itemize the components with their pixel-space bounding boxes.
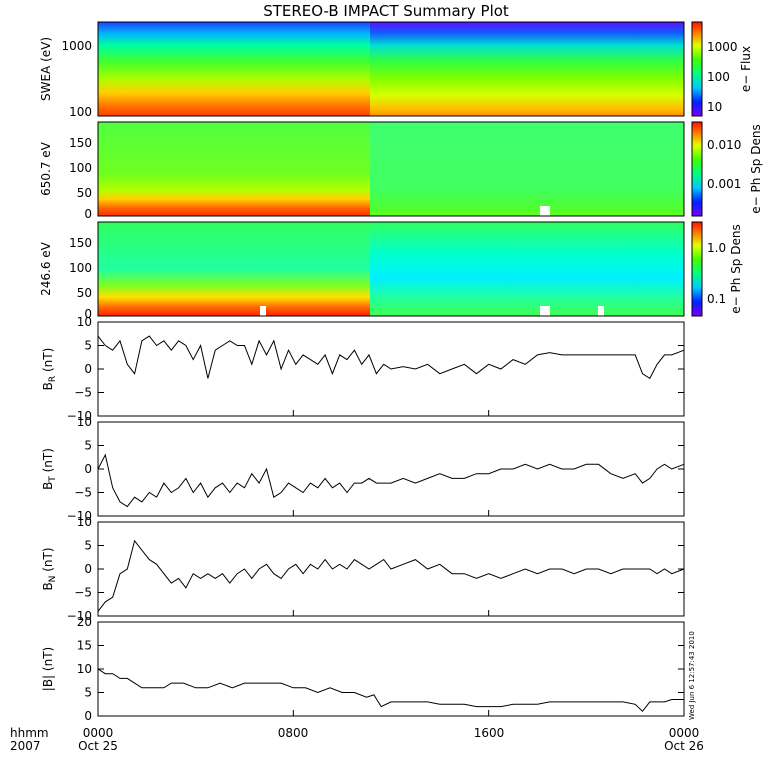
bn-ytick-label: 10 [77,515,92,529]
pad650-ytick-100: 100 [69,161,92,175]
bn-panel: 10 5 0 −5 −10 BN (nT) [41,515,685,623]
bt-ytick-label: 10 [77,415,92,429]
timestamp-stamp: Wed Jun 6 12:57:43 2010 [688,631,696,720]
pad246-ytick-150: 150 [69,236,92,250]
line-panels: 10 5 0 −5 −10 BR (nT) 10 5 0 −5 −10 BT (nT) 10 5 0 −5 −1… [41,315,685,723]
time-tick-2: 1600 [474,726,505,740]
bn-ytick-label: 0 [84,562,92,576]
pad650-cbar-label: e− Ph Sp Dens [749,124,763,213]
bt-frame [97,421,685,517]
swea-ytick-1000: 1000 [61,39,92,53]
swea-heatmap-right [370,22,684,116]
swea-colorbar [691,21,703,117]
time-tick-1: 0800 [278,726,309,740]
pad246-ytick-50: 50 [77,286,92,300]
swea-frame [97,21,685,117]
pad650-ylabel: 650.7 eV [39,141,53,196]
time-row-label: hhmm [10,726,49,740]
pad246-frame [97,221,685,317]
bt-ylabel: BT (nT) [41,448,58,490]
bmag-ytick-label: 0 [84,709,92,723]
date-tick-3: Oct 26 [664,739,704,753]
pad246-panel: 246.6 eV 150 100 50 0 1.0 0.1 e− Ph Sp D… [39,221,743,321]
pad650-gap [540,206,550,216]
pad650-heatmap-left [98,122,370,216]
pad650-frame [97,121,685,217]
bt-ytick-label: −10 [67,509,92,523]
bt-series-line [97,453,685,508]
swea-ylabel: SWEA (eV) [39,37,53,101]
br-ytick-label: −10 [67,409,92,423]
br-ytick-label: 5 [84,339,92,353]
pad650-ytick-150: 150 [69,136,92,150]
bmag-panel: 20 15 10 5 0 |B| (nT) [41,615,685,723]
bn-series-line [97,539,685,612]
bmag-ytick-label: 5 [84,686,92,700]
pad650-ytick-50: 50 [77,186,92,200]
time-tick-0: 0000 [83,726,114,740]
pad650-ytick-0: 0 [84,207,92,221]
pad246-ylabel: 246.6 eV [39,241,53,296]
bmag-series-line [97,668,684,713]
year-row-label: 2007 [10,739,41,753]
pad246-cbar-tick-01: 0.1 [707,292,726,306]
pad246-colorbar [691,221,703,317]
bmag-ylabel: |B| (nT) [41,647,55,691]
br-ytick-label: 0 [84,362,92,376]
date-tick-0: Oct 25 [78,739,118,753]
pad650-cbar-tick-0001: 0.001 [707,177,741,191]
pad246-ytick-100: 100 [69,261,92,275]
bn-ylabel: BN (nT) [41,547,58,590]
time-axis-labels: hhmm 2007 0000 Oct 25 0800 1600 0000 Oct… [10,726,704,753]
bt-ytick-label: 0 [84,462,92,476]
bt-panel: 10 5 0 −5 −10 BT (nT) [41,415,685,523]
bn-ytick-label: 5 [84,539,92,553]
br-series-line [97,335,685,380]
pad246-gap-1 [540,306,550,316]
pad246-cbar-tick-10: 1.0 [707,241,726,255]
bmag-ytick-label: 15 [77,639,92,653]
pad246-heatmap-right [370,222,684,316]
swea-cbar-tick-100: 100 [707,70,730,84]
swea-cbar-tick-1000: 1000 [707,40,738,54]
figure-title: STEREO-B IMPACT Summary Plot [263,2,509,20]
time-tick-3: 0000 [669,726,700,740]
bn-ytick-label: −10 [67,609,92,623]
pad650-heatmap-right [370,122,684,216]
swea-heatmap-left [98,22,370,116]
pad650-cbar-tick-0010: 0.010 [707,138,741,152]
br-ytick-label: −5 [74,386,92,400]
br-ylabel: BR (nT) [41,348,58,391]
pad650-panel: 650.7 eV 150 100 50 0 0.010 0.001 e− Ph … [39,121,763,221]
br-panel: 10 5 0 −5 −10 BR (nT) [41,315,685,423]
pad246-gap-3 [260,306,266,316]
swea-ytick-100: 100 [69,105,92,119]
bt-ytick-label: 5 [84,439,92,453]
bn-ytick-label: −5 [74,586,92,600]
bmag-ytick-label: 20 [77,615,92,629]
bt-ytick-label: −5 [74,486,92,500]
br-ytick-label: 10 [77,315,92,329]
pad246-ytick-0: 0 [84,307,92,321]
bmag-ytick-label: 10 [77,662,92,676]
swea-panel: SWEA (eV) 1000 100 1000 100 10 e− Flux [39,21,753,119]
pad246-gap-2 [598,306,604,316]
pad246-heatmap-left [98,222,370,316]
swea-cbar-tick-10: 10 [707,100,722,114]
swea-cbar-label: e− Flux [739,46,753,92]
pad246-cbar-label: e− Ph Sp Dens [729,224,743,313]
pad650-colorbar [691,121,703,217]
